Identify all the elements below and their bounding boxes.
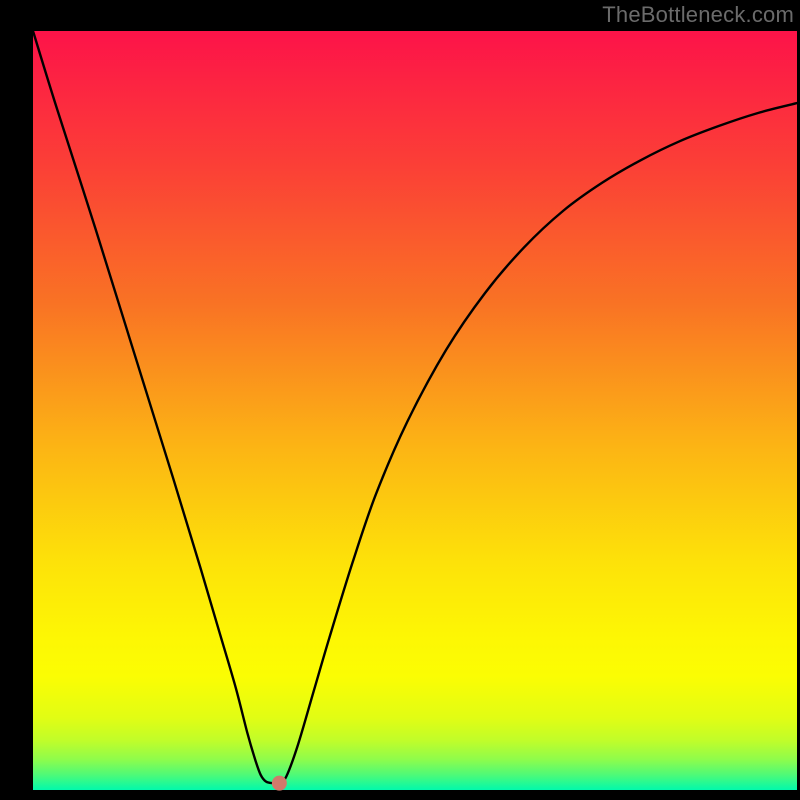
- chart-container: TheBottleneck.com: [0, 0, 800, 800]
- optimum-marker: [272, 776, 287, 791]
- curve-layer: [33, 31, 797, 790]
- plot-area: [33, 31, 797, 790]
- watermark-text: TheBottleneck.com: [602, 2, 794, 28]
- bottleneck-curve: [33, 31, 797, 784]
